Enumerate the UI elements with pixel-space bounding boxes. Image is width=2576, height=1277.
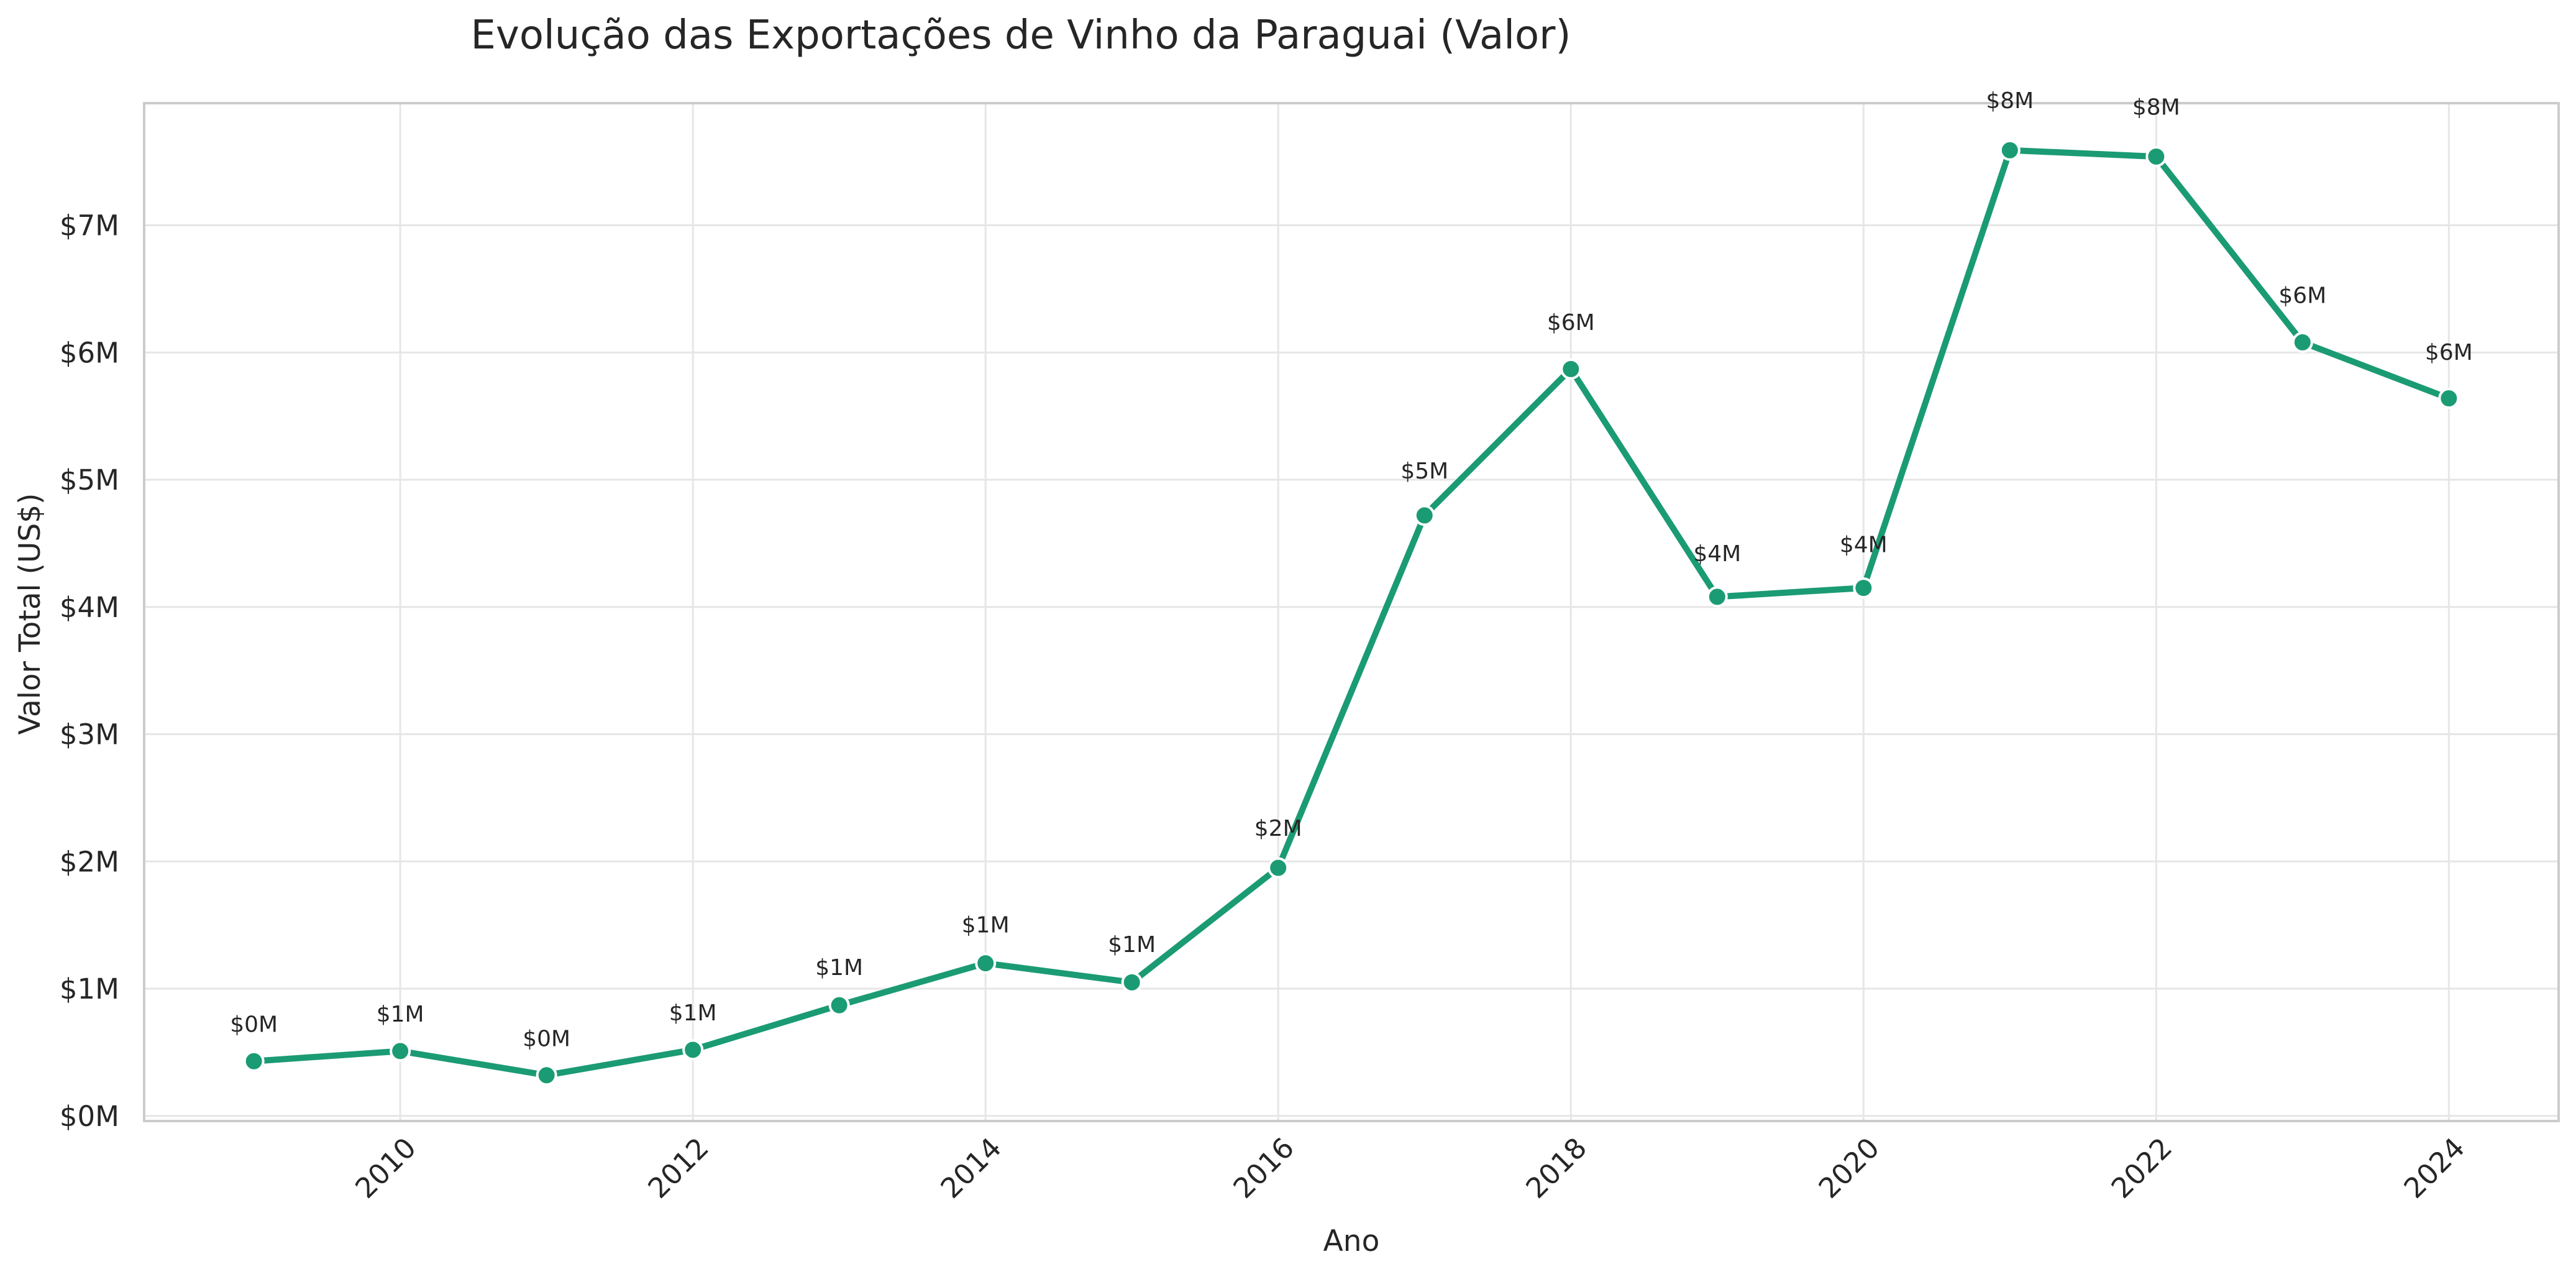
data-label: $5M <box>1400 459 1448 484</box>
data-point <box>975 953 997 974</box>
data-point <box>1706 586 1728 608</box>
data-point <box>682 1039 704 1061</box>
data-label: $0M <box>523 1026 570 1051</box>
data-point <box>1121 971 1143 993</box>
data-labels: $0M $1M $0M $1M $1M $1M $1M $2M $5M $6M $4M $4M $8M $… <box>230 88 2473 1051</box>
plot-frame <box>143 102 2560 1122</box>
data-label: $4M <box>1693 541 1741 567</box>
y-tick-label: $4M <box>60 591 119 624</box>
y-axis-label: Valor Total (US$) <box>13 493 47 735</box>
data-point <box>390 1040 411 1062</box>
data-point <box>828 994 850 1016</box>
data-label: $1M <box>815 955 863 981</box>
y-tick-label: $1M <box>60 973 119 1005</box>
data-label: $1M <box>1108 932 1156 958</box>
data-label: $0M <box>230 1012 278 1038</box>
series-line-layer <box>250 147 2452 1079</box>
grid <box>144 103 2559 1121</box>
data-point <box>2145 145 2167 167</box>
y-tick-label: $2M <box>60 845 119 878</box>
y-tick-label: $3M <box>60 718 119 751</box>
data-label: $8M <box>1986 88 2034 114</box>
data-point <box>1267 857 1289 879</box>
data-point <box>2438 388 2460 410</box>
y-tick-label: $0M <box>60 1100 119 1133</box>
data-label: $6M <box>1547 310 1595 336</box>
data-point <box>2291 331 2313 353</box>
data-point <box>1414 505 1435 526</box>
data-label: $6M <box>2278 283 2326 309</box>
data-label: $2M <box>1254 816 1302 841</box>
data-point <box>1853 577 1875 599</box>
data-label: $6M <box>2425 340 2473 365</box>
y-axis-ticks: $0M $1M $2M $3M $4M $5M $6M $7M <box>60 209 119 1133</box>
data-point <box>1999 139 2021 161</box>
y-tick-label: $7M <box>60 209 119 242</box>
series-line <box>250 147 2452 1079</box>
x-axis-label: Ano <box>1323 1224 1380 1258</box>
data-label: $8M <box>2132 95 2180 121</box>
data-point <box>536 1064 557 1086</box>
data-label: $1M <box>377 1002 424 1027</box>
data-label: $1M <box>669 1000 717 1026</box>
data-label: $4M <box>1840 532 1888 557</box>
data-point <box>243 1050 265 1072</box>
y-tick-label: $6M <box>60 336 119 369</box>
y-tick-label: $5M <box>60 464 119 497</box>
chart-title: Evolução das Exportações de Vinho da Par… <box>471 12 1571 58</box>
data-points <box>243 139 2460 1086</box>
data-point <box>1560 358 1582 380</box>
data-label: $1M <box>962 913 1010 938</box>
